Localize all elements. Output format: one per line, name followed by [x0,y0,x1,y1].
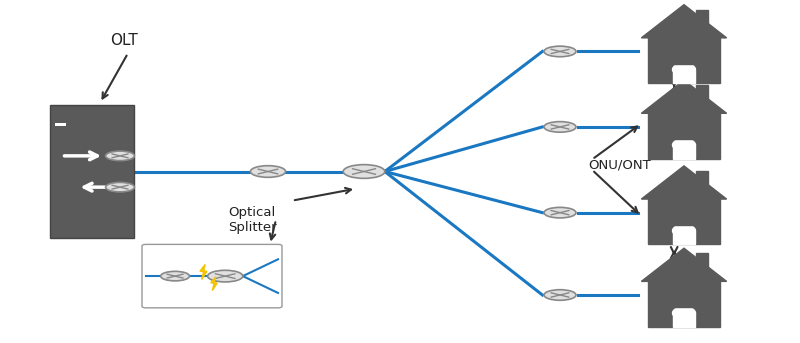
Ellipse shape [106,182,134,192]
Polygon shape [200,264,207,280]
FancyBboxPatch shape [661,41,707,64]
FancyBboxPatch shape [696,253,708,270]
FancyBboxPatch shape [142,244,282,308]
FancyBboxPatch shape [696,85,708,102]
Ellipse shape [544,46,576,57]
Ellipse shape [544,208,576,218]
Ellipse shape [673,63,695,76]
FancyBboxPatch shape [648,280,720,327]
FancyBboxPatch shape [661,117,707,139]
FancyBboxPatch shape [648,112,720,158]
FancyBboxPatch shape [673,70,695,83]
Polygon shape [211,277,218,291]
FancyBboxPatch shape [55,122,66,126]
Ellipse shape [544,122,576,132]
Ellipse shape [161,271,190,281]
Text: ONU/ONT: ONU/ONT [588,158,650,171]
Ellipse shape [673,139,695,151]
FancyBboxPatch shape [661,202,707,225]
FancyBboxPatch shape [648,36,720,83]
FancyBboxPatch shape [673,145,695,158]
FancyBboxPatch shape [661,285,707,307]
FancyBboxPatch shape [673,313,695,327]
Ellipse shape [106,151,134,161]
Ellipse shape [250,166,286,177]
Polygon shape [642,5,726,38]
FancyBboxPatch shape [648,198,720,244]
Ellipse shape [343,165,385,178]
Ellipse shape [673,225,695,237]
Ellipse shape [544,290,576,300]
Ellipse shape [208,270,243,282]
Text: OLT: OLT [110,33,138,48]
Polygon shape [642,80,726,113]
Polygon shape [642,166,726,199]
FancyBboxPatch shape [696,10,708,26]
Ellipse shape [673,307,695,319]
Text: Optical
Splitter: Optical Splitter [228,206,276,234]
FancyBboxPatch shape [673,231,695,244]
Polygon shape [642,248,726,281]
FancyBboxPatch shape [696,171,708,188]
FancyBboxPatch shape [50,105,134,238]
